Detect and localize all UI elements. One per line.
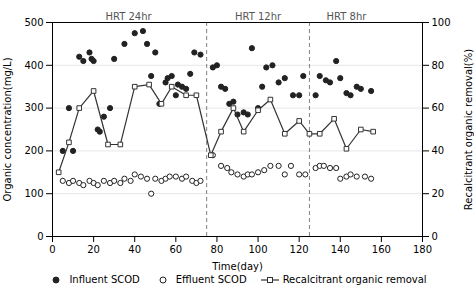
svg-text:500: 500 — [24, 17, 43, 28]
svg-text:Time(day): Time(day) — [211, 261, 263, 272]
svg-text:100: 100 — [432, 17, 451, 28]
html-text:Recalcitrant organic removal: Recalcitrant organic removal — [282, 274, 427, 285]
svg-text:300: 300 — [24, 102, 43, 113]
svg-text:20: 20 — [432, 188, 445, 199]
svg-text:0: 0 — [37, 231, 43, 242]
svg-text:180: 180 — [413, 244, 432, 255]
svg-text:60: 60 — [169, 244, 182, 255]
svg-text:400: 400 — [24, 60, 43, 71]
svg-text:40: 40 — [432, 145, 445, 156]
svg-text:100: 100 — [249, 244, 268, 255]
svg-text:20: 20 — [87, 244, 100, 255]
svg-text:80: 80 — [211, 244, 224, 255]
svg-text:80: 80 — [432, 60, 445, 71]
html-text:Effluent SCOD: Effluent SCOD — [175, 274, 247, 285]
svg-text:160: 160 — [372, 244, 391, 255]
svg-text:Organic concentration(mg/L): Organic concentration(mg/L) — [2, 57, 13, 201]
svg-text:200: 200 — [24, 145, 43, 156]
svg-text:40: 40 — [128, 244, 141, 255]
svg-text:140: 140 — [331, 244, 350, 255]
svg-text:60: 60 — [432, 102, 445, 113]
svg-text:120: 120 — [290, 244, 309, 255]
svg-text:HRT 12hr: HRT 12hr — [235, 11, 282, 22]
svg-text:0: 0 — [49, 244, 55, 255]
svg-text:HRT 24hr: HRT 24hr — [105, 11, 152, 22]
svg-text:HRT 8hr: HRT 8hr — [327, 11, 368, 22]
svg-text:100: 100 — [24, 188, 43, 199]
html-text:Influent SCOD: Influent SCOD — [69, 274, 140, 285]
svg-text:0: 0 — [432, 231, 438, 242]
svg-text:Recalcitrant organic removal(%: Recalcitrant organic removal(%) — [463, 49, 474, 210]
